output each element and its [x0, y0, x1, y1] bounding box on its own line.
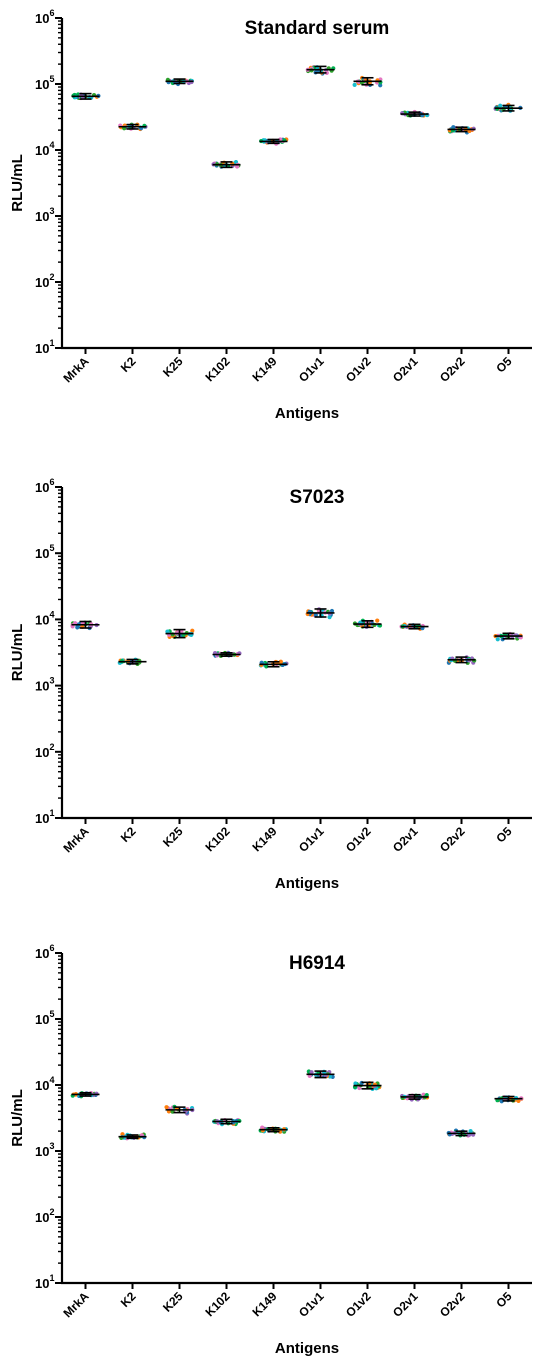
x-tick-label: K102 — [202, 824, 232, 854]
x-tick-label: O1v1 — [296, 824, 327, 855]
y-tick-label: 103 — [35, 206, 54, 224]
y-tick-label: 105 — [35, 1009, 54, 1027]
y-tick-label: 105 — [35, 543, 54, 561]
y-tick-label: 103 — [35, 1141, 54, 1159]
x-tick-label: K149 — [249, 354, 279, 384]
chart-panel-2: S7023 101 102 103 104 105 106 RLU/mL MrkA K2 K25 K1… — [9, 477, 532, 892]
data-point — [327, 1074, 332, 1079]
x-tick-label: O2v1 — [390, 824, 421, 855]
data-point — [324, 70, 329, 75]
x-tick-label: MrkA — [60, 354, 91, 385]
x-tick-label: O2v2 — [437, 824, 468, 855]
y-tick-label: 105 — [35, 74, 54, 92]
y-tick-label: 102 — [35, 742, 54, 760]
chart-panel-3: H6914 101 102 103 104 105 106 RLU/mL MrkA K2 K25 K1… — [9, 943, 532, 1357]
x-tick-label: MrkA — [60, 1289, 91, 1320]
y-tick-label: 104 — [35, 140, 54, 158]
data-point — [309, 1070, 314, 1075]
y-axis-label: RLU/mL — [9, 154, 26, 212]
y-tick-label: 104 — [35, 1075, 54, 1093]
data-point — [75, 625, 80, 630]
x-tick-label: K149 — [249, 1289, 279, 1319]
x-tick-label: K2 — [118, 354, 139, 375]
x-tick-label: K25 — [160, 824, 186, 850]
data-point — [451, 125, 456, 130]
chart-panel-1: Standard serum 101 102 103 104 105 106 RLU/mL Mr… — [9, 8, 532, 422]
y-tick-label: 103 — [35, 676, 54, 694]
data-point — [378, 83, 383, 88]
data-point — [278, 137, 283, 142]
x-tick-label: O1v1 — [296, 1289, 327, 1320]
data-point — [353, 1081, 358, 1086]
y-axis-label: RLU/mL — [9, 624, 26, 682]
data-point — [424, 1092, 429, 1098]
y-tick-label: 101 — [35, 808, 54, 826]
x-axis-label: Antigens — [275, 405, 339, 422]
data-point — [120, 1132, 125, 1137]
x-tick-label: O2v1 — [390, 1289, 421, 1320]
x-tick-label: O1v2 — [343, 354, 374, 385]
data-point — [234, 164, 240, 169]
y-axis-label: RLU/mL — [9, 1089, 26, 1147]
x-tick-label: O1v1 — [296, 354, 327, 385]
chart-title: H6914 — [289, 953, 345, 974]
x-tick-label: O5 — [493, 1289, 514, 1310]
data-point — [498, 103, 503, 108]
x-tick-label: O1v2 — [343, 1289, 374, 1320]
x-tick-label: K102 — [202, 354, 232, 384]
data-point — [313, 612, 318, 618]
data-point — [495, 637, 500, 642]
chart-title: Standard serum — [245, 18, 390, 39]
x-axis-label: Antigens — [275, 875, 339, 892]
y-tick-label: 106 — [35, 943, 54, 961]
chart-title: S7023 — [290, 487, 345, 508]
x-tick-label: O2v2 — [437, 354, 468, 385]
x-tick-label: O2v2 — [437, 1289, 468, 1320]
y-tick-label: 104 — [35, 609, 54, 627]
y-tick-label: 101 — [35, 338, 54, 356]
x-tick-label: O5 — [493, 824, 514, 845]
y-tick-label: 101 — [35, 1273, 54, 1291]
data-point — [264, 664, 269, 669]
x-tick-label: O2v1 — [390, 354, 421, 385]
data-point — [278, 1129, 283, 1134]
data-point — [375, 618, 380, 623]
x-tick-label: K149 — [249, 824, 279, 854]
data-point — [352, 82, 357, 88]
data-point — [468, 1128, 473, 1134]
x-tick-label: MrkA — [60, 824, 91, 855]
x-tick-label: O1v2 — [343, 824, 374, 855]
data-point — [164, 1105, 169, 1110]
x-tick-label: K2 — [118, 1289, 139, 1310]
x-tick-label: K25 — [160, 354, 186, 380]
y-tick-label: 102 — [35, 1207, 54, 1225]
x-tick-label: K25 — [160, 1289, 186, 1315]
x-tick-label: O5 — [493, 354, 514, 375]
y-tick-label: 102 — [35, 272, 54, 290]
x-axis-label: Antigens — [275, 1340, 339, 1357]
x-tick-label: K102 — [202, 1289, 232, 1319]
y-tick-label: 106 — [35, 477, 54, 495]
data-point — [190, 628, 195, 633]
data-point — [327, 615, 332, 620]
y-tick-label: 106 — [35, 8, 54, 26]
x-tick-label: K2 — [118, 824, 139, 845]
